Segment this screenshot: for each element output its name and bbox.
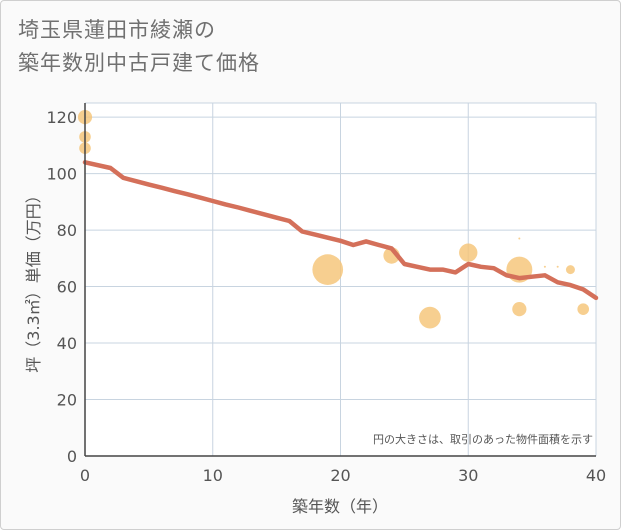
title-line-2: 築年数別中古戸建て価格 — [18, 51, 260, 75]
y-tick-label-40: 40 — [57, 334, 77, 353]
bubble-point-8 — [512, 302, 527, 317]
axes — [84, 103, 596, 457]
x-tick-label-40: 40 — [586, 466, 606, 485]
y-axis-title: 坪（3.3㎡）単価（万円） — [24, 187, 43, 372]
bubble-point-13 — [577, 303, 590, 315]
trend-line — [82, 160, 599, 301]
x-tick-label-10: 10 — [203, 466, 223, 485]
y-tick-label-20: 20 — [57, 391, 77, 410]
y-tick-label-100: 100 — [46, 165, 77, 184]
bubble-point-11 — [556, 265, 559, 268]
trend-line-group — [82, 160, 599, 301]
x-axis-title: 築年数（年） — [292, 497, 388, 516]
x-tick-label-20: 20 — [330, 466, 350, 485]
bubble-point-12 — [565, 265, 575, 275]
bubble-point-9 — [518, 237, 521, 240]
chart-title: 埼玉県蓮田市綾瀬の 築年数別中古戸建て価格 — [18, 14, 260, 80]
title-line-1: 埼玉県蓮田市綾瀬の — [18, 18, 216, 42]
x-tick-label-0: 0 — [80, 466, 90, 485]
bubble-point-5 — [419, 306, 441, 329]
bubble-point-10 — [543, 265, 546, 268]
grid — [85, 102, 597, 456]
y-tick-label-120: 120 — [46, 108, 77, 127]
bubble-point-3 — [312, 254, 344, 285]
tick-labels: 0 10 20 30 40 0 20 40 60 80 100 120 — [46, 108, 606, 485]
y-tick-label-60: 60 — [57, 278, 77, 297]
y-tick-label-80: 80 — [57, 221, 77, 240]
size-annotation: 円の大きさは、取引のあった物件面積を示す — [373, 432, 593, 446]
y-tick-label-0: 0 — [67, 447, 77, 466]
bubble-point-6 — [459, 243, 478, 262]
x-tick-label-30: 30 — [458, 466, 478, 485]
